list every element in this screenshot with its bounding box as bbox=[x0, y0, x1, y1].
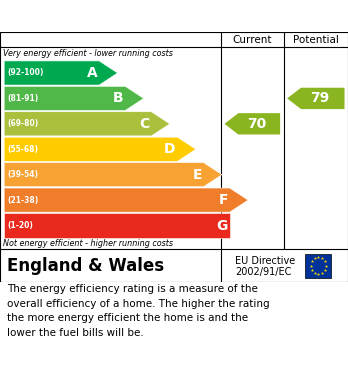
Text: (21-38): (21-38) bbox=[8, 196, 39, 204]
Polygon shape bbox=[4, 112, 170, 136]
Polygon shape bbox=[4, 213, 230, 238]
Polygon shape bbox=[4, 188, 248, 212]
Polygon shape bbox=[224, 113, 280, 135]
Polygon shape bbox=[287, 88, 345, 109]
Text: Potential: Potential bbox=[293, 35, 339, 45]
Text: The energy efficiency rating is a measure of the
overall efficiency of a home. T: The energy efficiency rating is a measur… bbox=[7, 285, 270, 338]
Text: G: G bbox=[216, 219, 228, 233]
Text: 2002/91/EC: 2002/91/EC bbox=[235, 267, 291, 277]
Polygon shape bbox=[4, 61, 118, 85]
Text: Not energy efficient - higher running costs: Not energy efficient - higher running co… bbox=[3, 239, 174, 248]
Text: B: B bbox=[113, 91, 124, 106]
Text: EU Directive: EU Directive bbox=[235, 256, 295, 266]
Polygon shape bbox=[4, 137, 196, 161]
Text: (39-54): (39-54) bbox=[8, 170, 39, 179]
Text: E: E bbox=[192, 168, 202, 182]
Text: (81-91): (81-91) bbox=[8, 94, 39, 103]
Text: D: D bbox=[164, 142, 176, 156]
Polygon shape bbox=[4, 163, 222, 187]
Text: England & Wales: England & Wales bbox=[7, 256, 164, 275]
Text: A: A bbox=[87, 66, 97, 80]
Text: Current: Current bbox=[232, 35, 272, 45]
Text: (69-80): (69-80) bbox=[8, 119, 39, 128]
Text: C: C bbox=[140, 117, 150, 131]
Bar bbox=[306, 254, 331, 278]
Text: Energy Efficiency Rating: Energy Efficiency Rating bbox=[10, 9, 220, 24]
Text: (1-20): (1-20) bbox=[8, 221, 33, 230]
Text: 79: 79 bbox=[310, 91, 330, 106]
Text: Very energy efficient - lower running costs: Very energy efficient - lower running co… bbox=[3, 49, 173, 58]
Text: (55-68): (55-68) bbox=[8, 145, 39, 154]
Text: (92-100): (92-100) bbox=[8, 68, 44, 77]
Text: F: F bbox=[219, 193, 228, 207]
Text: 70: 70 bbox=[247, 117, 266, 131]
Polygon shape bbox=[4, 86, 144, 111]
